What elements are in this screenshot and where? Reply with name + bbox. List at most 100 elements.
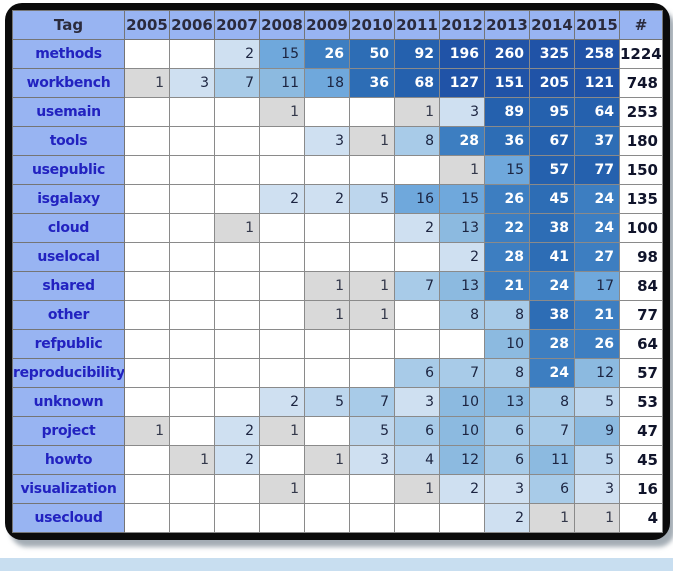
- heat-cell: 68: [394, 68, 440, 98]
- heat-cell: 12: [574, 358, 620, 388]
- tag-link[interactable]: workbench: [12, 68, 125, 98]
- heat-cell: 1: [259, 416, 305, 446]
- heat-cell: [169, 358, 215, 388]
- tag-link[interactable]: refpublic: [12, 329, 125, 359]
- heat-cell: 1: [574, 503, 620, 533]
- heat-cell: 13: [439, 213, 485, 243]
- heat-cell: 67: [529, 126, 575, 156]
- heat-cell: 205: [529, 68, 575, 98]
- heat-cell: [214, 184, 260, 214]
- column-header-total: #: [619, 10, 663, 40]
- heat-cell: 1: [259, 474, 305, 504]
- tag-link[interactable]: usemain: [12, 97, 125, 127]
- heat-cell: 26: [484, 184, 530, 214]
- table-row: visualization 1 1 2 3 6 3 16: [12, 474, 663, 504]
- tag-link[interactable]: shared: [12, 271, 125, 301]
- tag-link[interactable]: reproducibility: [12, 358, 125, 388]
- heat-cell: [169, 300, 215, 330]
- heat-cell: [259, 242, 305, 272]
- heat-cell: 1: [124, 416, 170, 446]
- tag-link[interactable]: uselocal: [12, 242, 125, 272]
- heat-cell: 258: [574, 39, 620, 69]
- heat-cell: [304, 213, 350, 243]
- heat-cell: [169, 39, 215, 69]
- heat-cell: 11: [259, 68, 305, 98]
- tag-link[interactable]: unknown: [12, 387, 125, 417]
- heat-cell: 7: [529, 416, 575, 446]
- row-total: 748: [619, 68, 663, 98]
- table-body: methods 2 15 26 50 92 196 260 325 258 1224 workbenc…: [12, 39, 663, 533]
- heat-cell: [124, 474, 170, 504]
- column-header-2015: 2015: [574, 10, 620, 40]
- heat-cell: [214, 155, 260, 185]
- heat-cell: [169, 242, 215, 272]
- heat-cell: [124, 184, 170, 214]
- tag-link[interactable]: cloud: [12, 213, 125, 243]
- heat-cell: [349, 242, 395, 272]
- heat-cell: [214, 126, 260, 156]
- heat-cell: 2: [394, 213, 440, 243]
- heat-cell: [214, 97, 260, 127]
- heat-cell: [259, 155, 305, 185]
- column-header-2006: 2006: [169, 10, 215, 40]
- heat-cell: [124, 503, 170, 533]
- heat-cell: 45: [529, 184, 575, 214]
- heat-cell: [169, 329, 215, 359]
- row-total: 47: [619, 416, 663, 446]
- heat-cell: 6: [394, 358, 440, 388]
- tag-link[interactable]: isgalaxy: [12, 184, 125, 214]
- heat-cell: 8: [394, 126, 440, 156]
- tag-link[interactable]: howto: [12, 445, 125, 475]
- heat-cell: 28: [439, 126, 485, 156]
- tag-link[interactable]: other: [12, 300, 125, 330]
- heat-cell: [304, 329, 350, 359]
- row-total: 253: [619, 97, 663, 127]
- heat-cell: 6: [394, 416, 440, 446]
- heat-cell: [124, 97, 170, 127]
- heat-cell: 2: [214, 416, 260, 446]
- heat-cell: [394, 503, 440, 533]
- heat-cell: [214, 474, 260, 504]
- heat-cell: 2: [439, 474, 485, 504]
- heat-cell: 38: [529, 213, 575, 243]
- heat-cell: 36: [349, 68, 395, 98]
- heat-cell: [124, 271, 170, 301]
- heat-cell: [349, 474, 395, 504]
- heat-cell: 15: [259, 39, 305, 69]
- heat-cell: [124, 155, 170, 185]
- heat-cell: [259, 271, 305, 301]
- heat-cell: [169, 416, 215, 446]
- row-total: 1224: [619, 39, 663, 69]
- heat-cell: 37: [574, 126, 620, 156]
- tag-link[interactable]: project: [12, 416, 125, 446]
- table-row: usepublic 1 15 57 77 150: [12, 155, 663, 185]
- heat-cell: [304, 416, 350, 446]
- heat-cell: 151: [484, 68, 530, 98]
- tags-heatmap-table: Tag 2005 2006 2007 2008 2009 2010 2011 2012 2013 2…: [12, 10, 663, 533]
- heat-cell: [169, 184, 215, 214]
- heat-cell: 10: [439, 416, 485, 446]
- table-row: workbench 1 3 7 11 18 36 68 127 151 205 121 748: [12, 68, 663, 98]
- heat-cell: 5: [349, 184, 395, 214]
- row-total: 180: [619, 126, 663, 156]
- heat-cell: 77: [574, 155, 620, 185]
- heat-cell: [349, 155, 395, 185]
- heat-cell: [124, 329, 170, 359]
- heat-cell: 5: [574, 387, 620, 417]
- tag-link[interactable]: usecloud: [12, 503, 125, 533]
- table-row: refpublic 10 28 26 64: [12, 329, 663, 359]
- heat-cell: 7: [394, 271, 440, 301]
- table-row: usecloud 2 1 1 4: [12, 503, 663, 533]
- heat-cell: 1: [349, 271, 395, 301]
- tag-link[interactable]: methods: [12, 39, 125, 69]
- heat-cell: 7: [439, 358, 485, 388]
- row-total: 16: [619, 474, 663, 504]
- heat-cell: 9: [574, 416, 620, 446]
- tag-link[interactable]: usepublic: [12, 155, 125, 185]
- heat-cell: 5: [304, 387, 350, 417]
- tag-link[interactable]: visualization: [12, 474, 125, 504]
- column-header-tag: Tag: [12, 10, 125, 40]
- tag-link[interactable]: tools: [12, 126, 125, 156]
- heat-cell: 8: [484, 300, 530, 330]
- heat-cell: 260: [484, 39, 530, 69]
